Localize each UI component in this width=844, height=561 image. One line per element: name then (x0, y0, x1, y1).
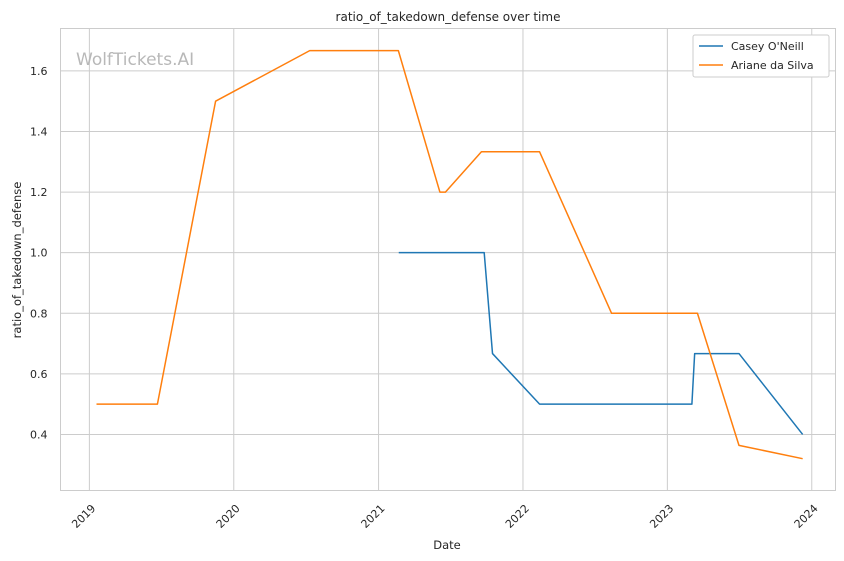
y-tick-label: 1.6 (30, 65, 48, 78)
legend-label: Ariane da Silva (731, 59, 814, 72)
y-axis-ticks: 0.4 0.6 0.8 1.0 1.2 1.4 1.6 (30, 65, 48, 442)
x-tick-label: 2021 (359, 502, 388, 531)
x-tick-label: 2019 (69, 502, 98, 531)
series-line-1 (96, 49, 803, 460)
y-tick-label: 0.8 (30, 307, 48, 320)
y-tick-label: 1.0 (30, 247, 48, 260)
legend: Casey O'Neill Ariane da Silva (692, 34, 830, 78)
y-tick-label: 0.6 (30, 368, 48, 381)
x-tick-label: 2022 (503, 502, 532, 531)
x-tick-label: 2023 (647, 502, 676, 531)
chart-title: ratio_of_takedown_defense over time (336, 10, 561, 24)
y-axis-title: ratio_of_takedown_defense (10, 182, 24, 339)
series-line-0 (398, 251, 804, 435)
plot-frame (60, 28, 836, 491)
y-tick-label: 1.4 (30, 126, 48, 139)
legend-label: Casey O'Neill (731, 40, 804, 53)
plot-background (60, 28, 836, 491)
x-tick-label: 2024 (792, 502, 821, 531)
x-axis-ticks: 2019 2020 2021 2022 2023 2024 (69, 502, 820, 531)
x-axis-title: Date (433, 538, 461, 552)
plot-area: WolfTickets.AI (60, 28, 836, 491)
watermark: WolfTickets.AI (76, 50, 194, 70)
legend-box (692, 34, 830, 78)
x-tick-label: 2020 (214, 502, 243, 531)
y-tick-label: 0.4 (30, 428, 48, 441)
y-tick-label: 1.2 (30, 186, 48, 199)
series-lines (96, 49, 804, 460)
